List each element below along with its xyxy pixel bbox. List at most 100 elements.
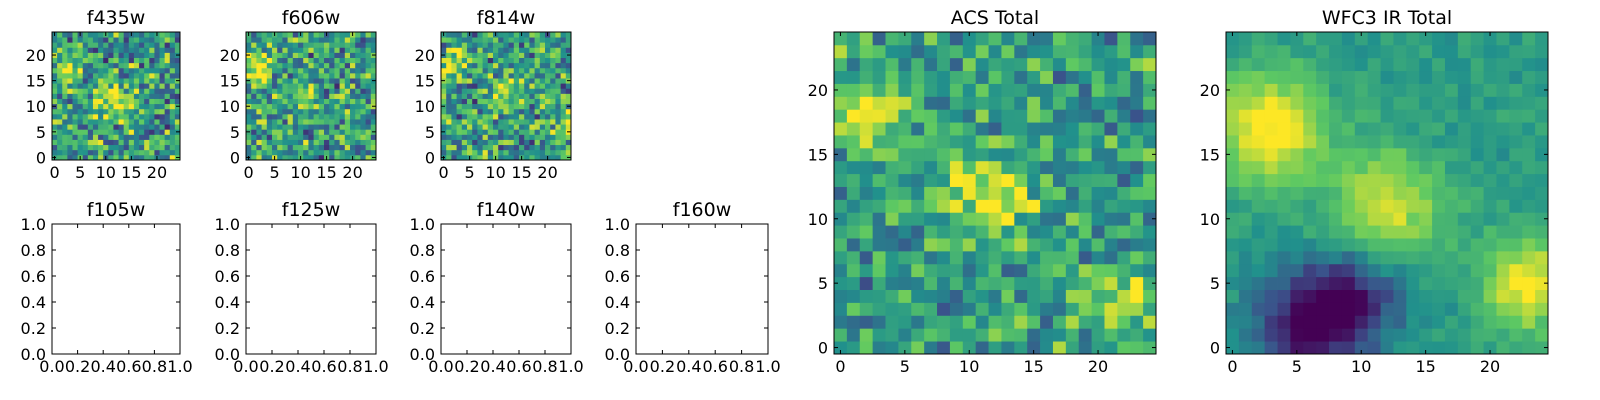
heatmap-cell: [508, 88, 515, 94]
heatmap-cell: [62, 93, 68, 99]
heatmap-cell: [534, 144, 541, 151]
heatmap-cell: [467, 62, 473, 69]
heatmap-cell: [1130, 250, 1144, 265]
heatmap-cell: [82, 134, 89, 140]
heatmap-cell: [937, 238, 951, 252]
heatmap-cell: [456, 113, 463, 120]
heatmap-cell: [282, 149, 288, 156]
x-tick-label: 0.4: [480, 357, 505, 376]
heatmap-cell: [1040, 44, 1054, 59]
heatmap-cell: [1143, 302, 1157, 316]
heatmap-cell: [1341, 302, 1356, 316]
y-tick-label: 0.8: [215, 241, 240, 260]
heatmap-cell: [365, 72, 372, 79]
heatmap-cell: [1143, 225, 1157, 239]
heatmap-cell: [1509, 96, 1523, 110]
heatmap-cell: [493, 78, 499, 84]
heatmap-cell: [503, 93, 509, 99]
axes-frame: [1225, 31, 1549, 355]
heatmap-cell: [334, 72, 340, 79]
heatmap-cell: [1419, 70, 1433, 84]
heatmap-cell: [1130, 212, 1144, 226]
heatmap-cell: [1509, 289, 1523, 303]
heatmap-cell: [1354, 160, 1369, 175]
heatmap-cell: [159, 139, 166, 146]
x-tick-label: 15: [1023, 357, 1043, 376]
heatmap-cell: [154, 119, 160, 125]
heatmap-cell: [1380, 238, 1394, 252]
heatmap-cell: [298, 37, 304, 43]
heatmap-cell: [834, 276, 848, 290]
heatmap-cell: [324, 78, 330, 84]
heatmap-cell: [1264, 147, 1278, 162]
heatmap-cell: [57, 78, 63, 84]
heatmap-cell: [937, 186, 951, 200]
heatmap-cell: [57, 149, 63, 156]
heatmap-cell: [519, 72, 525, 79]
heatmap-cell: [1264, 341, 1278, 355]
heatmap-cell: [1052, 122, 1067, 136]
heatmap-cell: [292, 52, 299, 58]
heatmap-cell: [1091, 160, 1105, 175]
heatmap-cell: [988, 135, 1002, 149]
heatmap-cell: [303, 42, 309, 48]
heatmap-cell: [139, 93, 145, 99]
heatmap-cell: [937, 263, 951, 278]
heatmap-cell: [164, 47, 171, 53]
heatmap-cell: [477, 37, 483, 43]
heatmap-cell: [1393, 276, 1407, 290]
heatmap-cell: [885, 122, 899, 136]
heatmap-cell: [246, 93, 252, 99]
heatmap-cell: [324, 113, 330, 120]
heatmap-cell: [975, 83, 989, 97]
heatmap-cell: [154, 72, 160, 79]
heatmap-cell: [67, 67, 73, 74]
heatmap-cell: [565, 113, 572, 120]
heatmap-cell: [261, 124, 268, 130]
heatmap-cell: [472, 52, 478, 58]
heatmap-cell: [456, 124, 463, 130]
heatmap-cell: [1329, 289, 1343, 303]
heatmap-cell: [1354, 122, 1369, 136]
panel-title: WFC3 IR Total: [1322, 7, 1452, 29]
heatmap-cell: [324, 52, 330, 58]
heatmap-cell: [1238, 70, 1253, 84]
heatmap-cell: [365, 32, 372, 38]
heatmap-cell: [1316, 32, 1330, 46]
heatmap-cell: [1277, 289, 1291, 303]
heatmap-cell: [1432, 289, 1446, 303]
heatmap-cell: [508, 57, 515, 64]
y-tick-label: 20: [220, 46, 240, 65]
heatmap-cell: [467, 103, 473, 110]
heatmap-cell: [1251, 173, 1266, 187]
heatmap-cell: [1290, 328, 1304, 342]
heatmap-cell: [472, 149, 478, 156]
heatmap-cell: [128, 52, 135, 58]
heatmap-cell: [451, 108, 457, 115]
heatmap-cell: [339, 154, 346, 161]
heatmap-cell: [365, 52, 372, 58]
heatmap-cell: [360, 62, 366, 69]
heatmap-cell: [308, 144, 314, 151]
heatmap-cell: [1316, 44, 1330, 59]
heatmap-cell: [477, 154, 483, 161]
heatmap-cell: [498, 124, 504, 130]
heatmap-cell: [1091, 122, 1105, 136]
heatmap-cell: [1457, 57, 1472, 72]
heatmap-cell: [318, 113, 325, 120]
heatmap-cell: [545, 119, 551, 125]
heatmap-cell: [560, 93, 567, 99]
heatmap-cell: [118, 139, 125, 146]
heatmap-cell: [133, 62, 140, 69]
heatmap-cell: [555, 32, 561, 38]
heatmap-cell: [108, 42, 114, 48]
heatmap-cell: [493, 67, 499, 74]
heatmap-cell: [154, 78, 160, 84]
heatmap-cell: [287, 88, 294, 94]
heatmap-cell: [1078, 122, 1092, 136]
heatmap-cell: [975, 122, 989, 136]
heatmap-cell: [859, 109, 874, 123]
heatmap-cell: [503, 88, 509, 94]
heatmap-cell: [139, 129, 145, 135]
heatmap-cell: [355, 78, 361, 84]
